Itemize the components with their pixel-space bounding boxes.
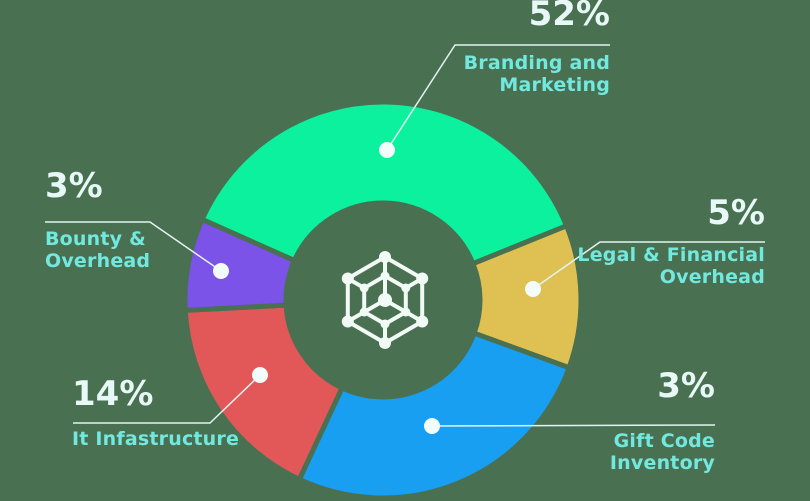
label-branding: Branding and Marketing (464, 52, 610, 96)
label-legal-line2: Overhead (659, 266, 765, 288)
callout-dot-branding (379, 142, 395, 158)
blockchain-cube-icon (341, 251, 429, 349)
callout-dot-gift (424, 418, 440, 434)
callout-dot-bounty (213, 263, 229, 279)
leader-line-legal (532, 241, 765, 290)
percent-branding: 52% (528, 0, 610, 34)
slice-gift (296, 330, 572, 501)
donut-slices (182, 99, 584, 501)
leader-line-gift (431, 424, 716, 427)
slice-bounty (182, 216, 297, 313)
label-infra: It Infastructure (72, 428, 239, 450)
percent-gift: 3% (657, 366, 715, 406)
callout-dot-legal (525, 281, 541, 297)
label-gift-line2: Inventory (609, 452, 715, 474)
label-bounty-line2: Overhead (45, 250, 151, 272)
callout-dot-infra (252, 367, 268, 383)
percent-legal: 5% (707, 193, 765, 233)
leader-line-branding (386, 44, 610, 151)
leader-line-bounty (45, 221, 222, 272)
callout-lines (45, 44, 765, 434)
slice-branding (199, 99, 570, 267)
label-legal: Legal & Financial Overhead (577, 244, 765, 288)
label-branding-line1: Branding and (463, 52, 610, 74)
label-bounty-line1: Bounty & (45, 228, 146, 250)
label-infra-line1: It Infastructure (72, 428, 240, 450)
slice-infra (182, 302, 345, 482)
label-gift-line1: Gift Code (613, 430, 715, 452)
label-gift: Gift Code Inventory (610, 430, 715, 474)
leader-line-infra (73, 374, 261, 424)
label-legal-line1: Legal & Financial (577, 244, 765, 266)
label-branding-line2: Marketing (499, 74, 610, 96)
percent-infra: 14% (72, 374, 154, 414)
percent-bounty: 3% (45, 166, 103, 206)
label-bounty: Bounty & Overhead (45, 228, 150, 272)
